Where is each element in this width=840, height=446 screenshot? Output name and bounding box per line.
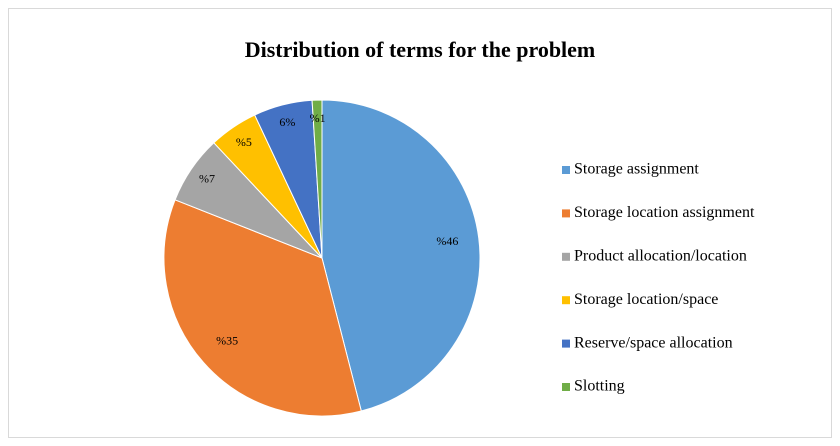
pie-slice xyxy=(321,99,481,412)
legend-text: Storage location assignment xyxy=(574,204,755,221)
slice-label: %35 xyxy=(216,333,238,347)
legend-text: Product allocation/location xyxy=(574,247,747,264)
legend-swatch xyxy=(562,252,570,261)
legend-text: Slotting xyxy=(574,378,625,395)
legend-swatch xyxy=(562,383,570,391)
chart-title: Distribution of terms for the problem xyxy=(245,37,596,62)
slice-label: %7 xyxy=(199,172,215,186)
slice-label: %1 xyxy=(310,111,326,125)
legend-swatch xyxy=(562,339,570,348)
slice-label: %5 xyxy=(236,135,252,149)
pie-slice xyxy=(311,99,323,259)
slice-label: 6% xyxy=(279,115,295,129)
legend-swatch xyxy=(562,166,570,174)
legend-text: Storage location/space xyxy=(574,291,718,308)
slice-label: %46 xyxy=(436,234,458,248)
legend-text: Reserve/space allocation xyxy=(574,334,733,351)
legend-swatch xyxy=(562,209,570,218)
legend-text: Storage assignment xyxy=(574,161,699,178)
legend-swatch xyxy=(562,296,570,305)
pie-slice xyxy=(163,199,362,417)
